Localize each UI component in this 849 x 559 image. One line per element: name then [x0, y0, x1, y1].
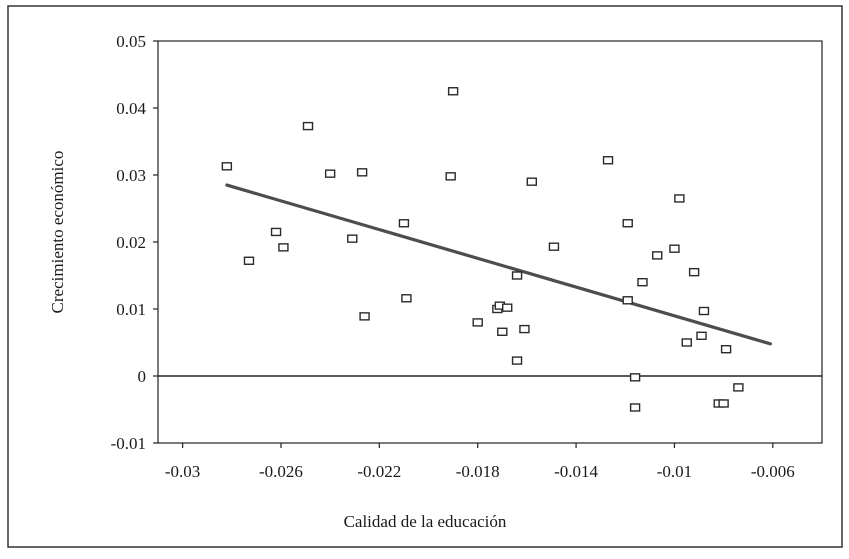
data-point	[511, 271, 523, 280]
data-point	[629, 403, 641, 412]
data-point	[447, 87, 459, 96]
y-tick-label: 0.04	[116, 99, 146, 118]
data-point	[356, 168, 368, 177]
data-point	[472, 318, 483, 327]
data-point	[324, 169, 336, 178]
y-tick-label: 0.02	[116, 233, 146, 252]
chart-outer-border	[7, 5, 843, 548]
data-point	[733, 383, 744, 392]
x-tick-label: -0.01	[657, 462, 692, 481]
x-tick-label: -0.014	[554, 462, 598, 481]
y-tick-label: 0.01	[116, 300, 146, 319]
data-point	[674, 194, 685, 203]
data-point	[669, 244, 680, 253]
data-point	[270, 227, 282, 237]
data-point	[359, 312, 370, 321]
x-tick-label: -0.022	[357, 462, 401, 481]
y-axis-label: Crecimiento económico	[48, 151, 67, 314]
data-point	[401, 294, 412, 303]
data-point	[681, 338, 692, 347]
data-point	[622, 296, 633, 305]
y-tick-label: 0.03	[116, 166, 146, 185]
data-point	[629, 373, 641, 382]
x-axis: -0.03 -0.026 -0.022 -0.018 -0.014 -0.01 -0.006	[165, 443, 795, 481]
data-point	[278, 243, 289, 252]
data-point	[688, 267, 700, 277]
x-tick-label: -0.03	[165, 462, 200, 481]
data-point	[696, 331, 707, 340]
data-point	[637, 278, 648, 287]
x-tick-label: -0.018	[456, 462, 500, 481]
y-tick-label: 0.05	[116, 32, 146, 51]
data-points	[221, 87, 744, 412]
data-point	[398, 219, 410, 228]
data-point	[720, 345, 732, 354]
data-point	[497, 327, 508, 336]
data-point	[698, 306, 710, 316]
data-point	[519, 324, 530, 334]
data-point	[622, 219, 633, 228]
data-point	[502, 303, 513, 312]
data-point	[347, 234, 358, 243]
data-point	[511, 356, 523, 365]
data-point	[526, 177, 538, 186]
x-axis-label: Calidad de la educación	[344, 512, 507, 531]
data-point	[548, 242, 560, 251]
data-point	[445, 172, 456, 181]
trendline-group	[225, 183, 772, 346]
data-point	[602, 156, 614, 165]
trendline	[225, 183, 772, 346]
data-point	[652, 251, 663, 260]
x-tick-label: -0.006	[751, 462, 795, 481]
y-axis: -0.01 0 0.01 0.02 0.03 0.04 0.05	[111, 32, 158, 453]
y-tick-label: 0	[138, 367, 147, 386]
x-tick-label: -0.026	[259, 462, 303, 481]
plot-area	[157, 40, 823, 444]
data-point	[221, 162, 233, 171]
data-point	[718, 399, 729, 408]
data-point	[302, 121, 314, 131]
y-tick-label: -0.01	[111, 434, 146, 453]
data-point	[243, 256, 255, 265]
